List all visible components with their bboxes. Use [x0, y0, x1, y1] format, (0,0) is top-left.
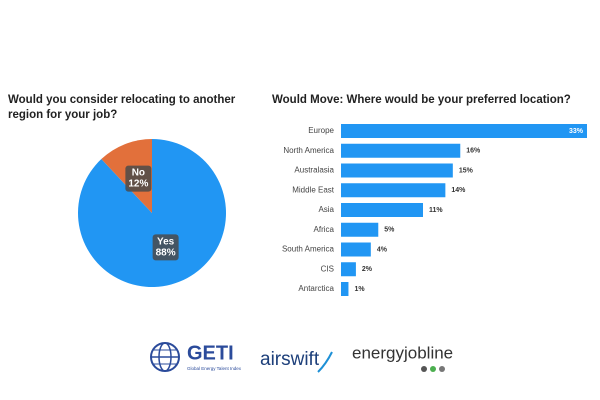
- bar: [341, 183, 446, 198]
- value-label: 1%: [354, 286, 365, 293]
- logo-swoosh: [317, 351, 333, 373]
- value-label: 15%: [459, 167, 474, 174]
- bar: [341, 262, 356, 277]
- y-tick-label: North America: [283, 146, 334, 155]
- bar: [341, 242, 371, 257]
- logo-text: Global Energy Talent Index: [187, 366, 242, 371]
- y-tick-label: CIS: [321, 264, 334, 273]
- logo-text: GETI: [187, 342, 234, 364]
- value-label: 4%: [377, 246, 388, 253]
- y-tick-label: Antarctica: [298, 284, 334, 293]
- logo-icons: [421, 366, 445, 372]
- y-tick-label: Australasia: [294, 166, 334, 175]
- y-tick-label: Europe: [308, 126, 334, 135]
- label-box: [152, 234, 179, 261]
- value-label: 11%: [429, 207, 443, 214]
- logo-text: airswift: [260, 349, 320, 370]
- value-label: 2%: [362, 266, 373, 273]
- bar: [341, 282, 349, 296]
- slice-label: Yes: [157, 237, 175, 248]
- y-tick-label: Middle East: [292, 185, 335, 194]
- value-label: 16%: [466, 148, 481, 155]
- bar: [341, 203, 423, 217]
- geti-globe: [150, 342, 180, 372]
- bar-title: Would Move: Where would be your preferre…: [272, 94, 571, 106]
- bar: [341, 163, 453, 178]
- value-label: 14%: [451, 187, 466, 194]
- slice-label: No: [132, 168, 145, 179]
- bar: [341, 124, 587, 138]
- slice-value: 12%: [128, 179, 148, 190]
- slice-value: 88%: [156, 248, 176, 259]
- logo-text: energyjobline: [352, 343, 453, 362]
- y-tick-label: Asia: [318, 205, 334, 214]
- bar: [341, 143, 461, 158]
- y-tick-label: South America: [282, 245, 335, 254]
- label-box: [125, 165, 152, 192]
- value-label: 5%: [384, 227, 395, 234]
- y-tick-label: Africa: [314, 225, 335, 234]
- value-label: 33%: [569, 128, 584, 135]
- bar: [341, 222, 379, 237]
- pie-title: Would you consider relocating to another…: [8, 94, 236, 121]
